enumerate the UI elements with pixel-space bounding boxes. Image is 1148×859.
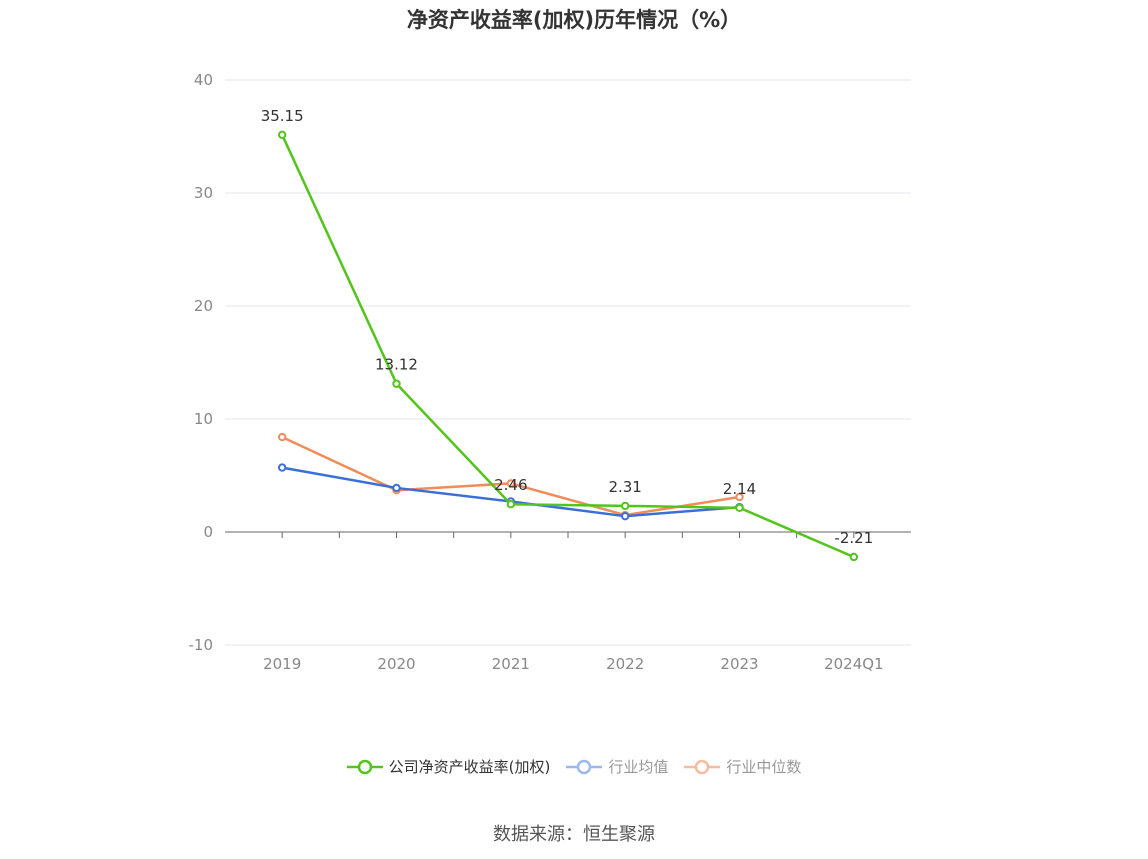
- data-point: [735, 492, 744, 502]
- x-tick-label: 2024Q1: [824, 655, 884, 673]
- data-label: -2.21: [834, 529, 873, 547]
- y-tick-label: 10: [194, 410, 213, 428]
- y-tick-label: 30: [194, 184, 213, 202]
- data-label: 2.14: [723, 480, 756, 498]
- y-tick-label: -10: [189, 636, 214, 654]
- legend-label: 行业中位数: [726, 758, 802, 776]
- x-tick-label: 2023: [720, 655, 758, 673]
- y-tick-label: 40: [194, 71, 213, 89]
- legend-item[interactable]: 行业中位数: [684, 756, 801, 777]
- series-line: [281, 134, 855, 559]
- data-point: [277, 432, 287, 442]
- data-label: 2.31: [608, 478, 641, 496]
- legend-label: 行业均值: [608, 758, 669, 776]
- legend-item[interactable]: 公司净资产收益率(加权): [346, 756, 551, 777]
- y-tick-label: 20: [194, 297, 213, 315]
- data-label: 35.15: [261, 107, 304, 125]
- data-point: [735, 503, 744, 513]
- chart-title: 净资产收益率(加权)历年情况（%）: [406, 8, 742, 32]
- chart-legend: 公司净资产收益率(加权) 行业均值 行业中位数: [0, 756, 1148, 777]
- legend-marker-icon: [346, 759, 383, 774]
- data-point: [277, 463, 287, 472]
- data-point: [392, 483, 401, 493]
- y-tick-label: 0: [203, 523, 213, 541]
- x-tick-label: 2020: [377, 655, 415, 673]
- x-tick-label: 2021: [492, 655, 530, 673]
- data-label: 2.46: [494, 476, 527, 494]
- x-tick-label: 2019: [263, 655, 301, 673]
- data-label: 13.12: [375, 356, 418, 374]
- legend-item[interactable]: 行业均值: [566, 756, 668, 777]
- data-point: [506, 500, 516, 509]
- legend-marker-icon: [684, 759, 721, 774]
- data-point: [620, 501, 630, 511]
- data-point: [849, 552, 859, 562]
- x-tick-label: 2022: [606, 655, 644, 673]
- data-source: 数据来源：恒生聚源: [493, 824, 655, 845]
- data-point: [620, 511, 630, 521]
- data-point: [392, 379, 401, 388]
- data-point: [506, 479, 516, 488]
- legend-marker-icon: [566, 759, 603, 774]
- legend-label: 公司净资产收益率(加权): [388, 758, 551, 776]
- data-point: [277, 130, 287, 140]
